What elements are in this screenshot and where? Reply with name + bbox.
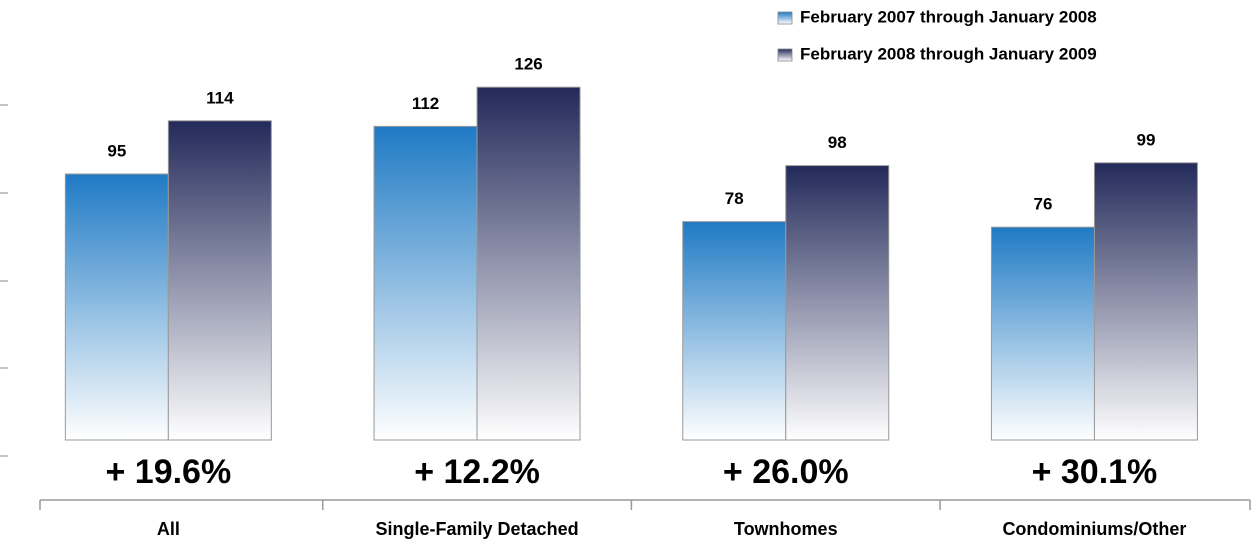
value-label: 98 [828, 133, 847, 152]
bar [990, 226, 1095, 441]
value-label: 76 [1033, 195, 1052, 214]
x-tick-label: Townhomes [734, 519, 838, 539]
annotation: + 26.0% [723, 453, 849, 491]
bar [476, 86, 581, 441]
annotation: + 19.6% [105, 453, 231, 491]
value-label: 78 [725, 189, 744, 208]
bar [373, 125, 478, 441]
annotation: + 12.2% [414, 453, 540, 491]
bar [682, 221, 787, 441]
bar [64, 173, 169, 441]
value-label: 126 [514, 55, 542, 74]
bar [785, 165, 890, 441]
value-label: 112 [412, 94, 439, 113]
legend-swatch [777, 11, 793, 25]
x-tick-label: All [157, 519, 180, 539]
annotation: + 30.1% [1032, 453, 1158, 491]
bar [1093, 162, 1198, 441]
legend-swatch [777, 48, 793, 62]
x-tick-label: Condominiums/Other [1002, 519, 1186, 539]
bar [167, 120, 272, 441]
x-tick-label: Single-Family Detached [376, 519, 579, 539]
value-label: 99 [1136, 130, 1155, 149]
value-label: 114 [206, 88, 234, 107]
legend-label: February 2007 through January 2008 [800, 7, 1097, 26]
value-label: 95 [107, 141, 126, 160]
legend-label: February 2008 through January 2009 [800, 44, 1097, 63]
y-axis-decor [0, 104, 8, 457]
